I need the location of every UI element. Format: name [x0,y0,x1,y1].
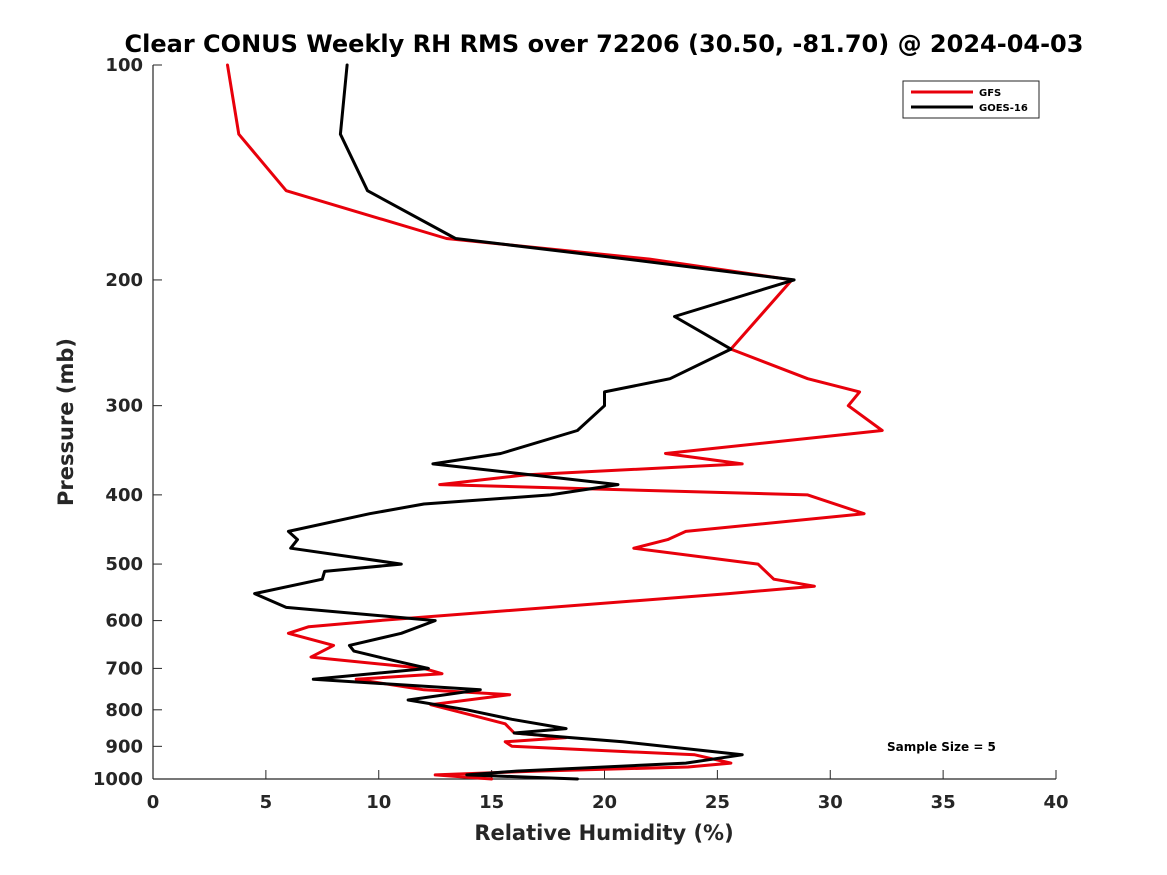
y-tick-label: 100 [105,55,143,76]
x-axis-label: Relative Humidity (%) [474,821,733,845]
y-tick-label: 300 [105,396,143,417]
y-tick-label: 500 [105,554,143,575]
x-tick-label: 25 [705,792,730,813]
legend-label: GOES-16 [979,103,1028,114]
y-tick-label: 800 [105,700,143,721]
legend-label: GFS [979,88,1001,99]
series-line-gfs [226,63,884,781]
chart-title: Clear CONUS Weekly RH RMS over 72206 (30… [125,30,1084,58]
x-tick-label: 35 [931,792,956,813]
x-tick-label: 15 [479,792,504,813]
y-tick-label: 400 [105,485,143,506]
y-tick-label: 600 [105,611,143,632]
y-tick-label: 700 [105,658,143,679]
x-tick-label: 30 [818,792,843,813]
series-layer [226,63,884,781]
x-tick-label: 5 [260,792,273,813]
sample-size-note: Sample Size = 5 [887,740,996,754]
legend-box [902,80,1040,119]
y-tick-label: 200 [105,270,143,291]
y-tick-label: 1000 [93,769,143,790]
y-tick-label: 900 [105,736,143,757]
axes: 0 5 10 15 20 25 30 35 40 100 200 300 400 500 600 700 800… [93,55,1069,813]
x-tick-label: 20 [592,792,617,813]
x-tick-label: 40 [1043,792,1068,813]
x-tick-label: 10 [366,792,391,813]
series-line-goes-16 [253,63,796,781]
y-axis-label: Pressure (mb) [54,338,78,506]
x-tick-label: 0 [147,792,160,813]
legend: GFS GOES-16 [902,80,1040,119]
